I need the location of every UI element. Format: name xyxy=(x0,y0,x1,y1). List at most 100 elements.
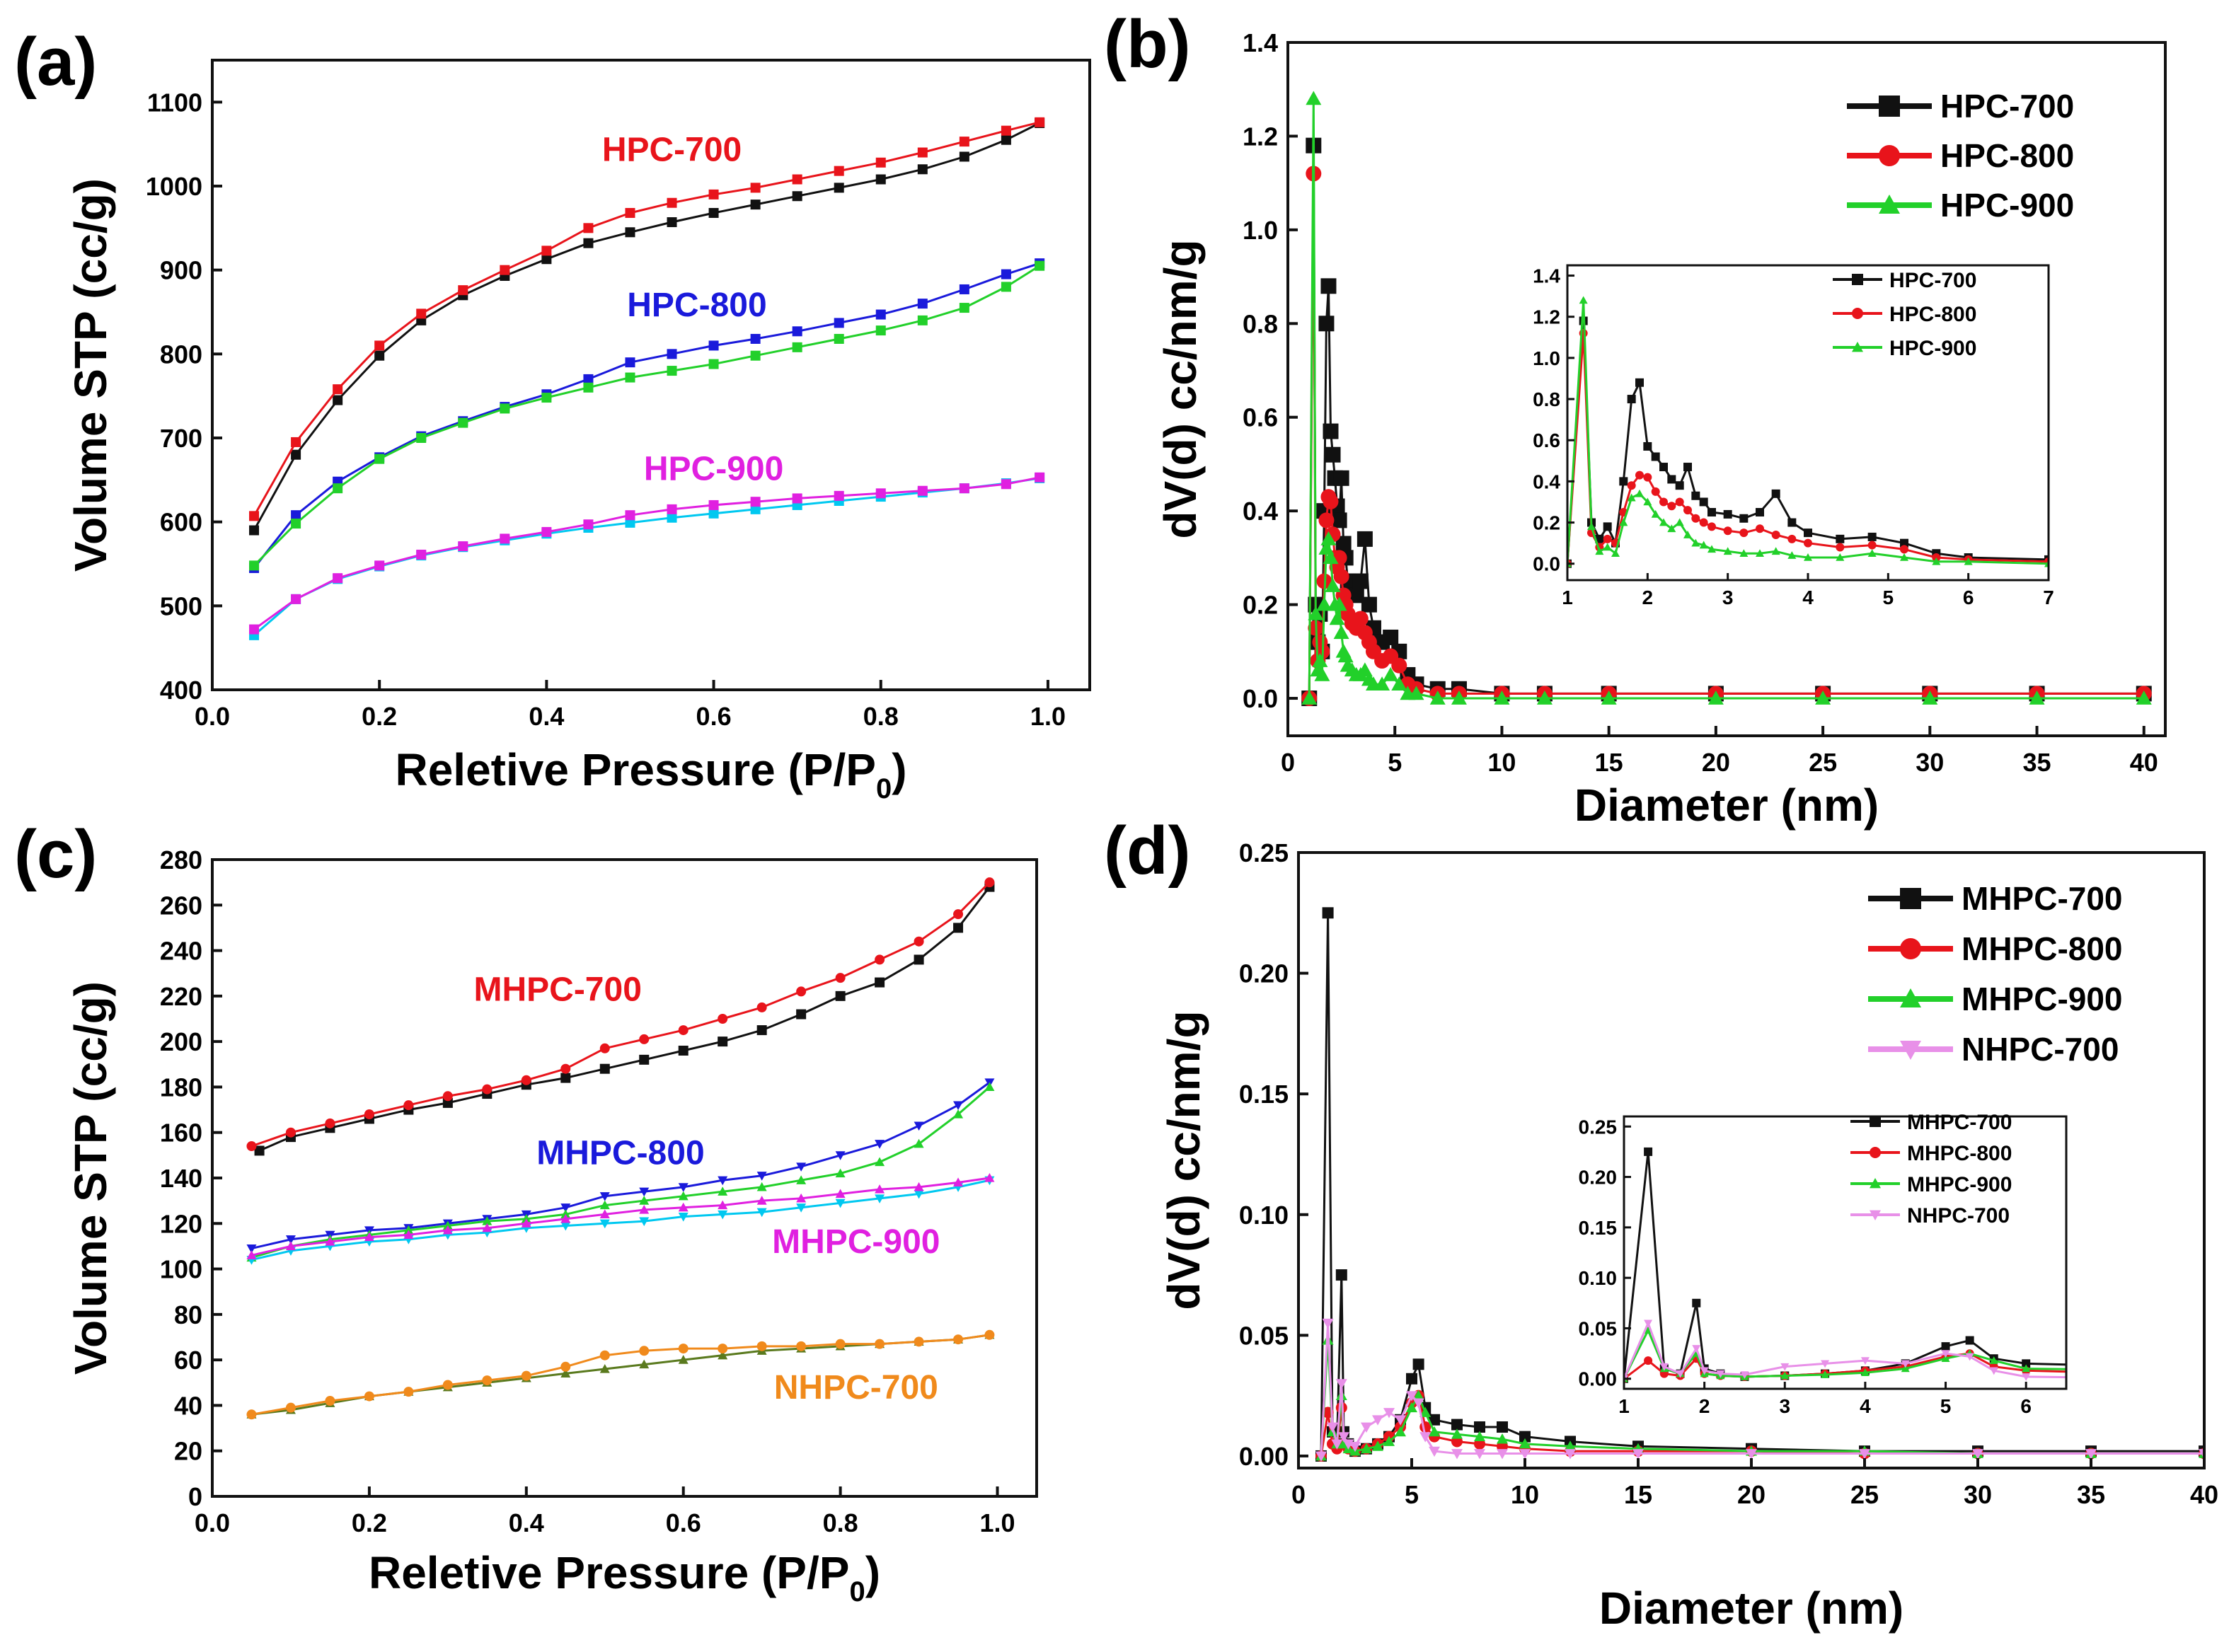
panel-2-point-5-15 xyxy=(835,1189,846,1198)
panel-1-point-0-13 xyxy=(1331,512,1347,528)
panel-0-xtick-label-4: 0.8 xyxy=(863,702,899,731)
panel-2-point-0-5 xyxy=(442,1097,453,1108)
panel-2-point-5-9 xyxy=(599,1209,610,1219)
panel-1-point-1-26 xyxy=(1391,657,1407,674)
panel-2-point-2-17 xyxy=(914,1121,924,1131)
panel-0-point-1-4 xyxy=(416,308,427,319)
panel-3-inset-point-3-6 xyxy=(1716,1370,1725,1378)
panel-2-point-1-11 xyxy=(678,1025,689,1036)
panel-1-legend-label-1: HPC-800 xyxy=(1940,137,2074,174)
panel-0-point-2-10 xyxy=(667,349,677,359)
panel-3-point-2-12 xyxy=(1406,1402,1417,1413)
panel-3-inset-frame xyxy=(1623,1115,2068,1390)
panel-3-point-3-20 xyxy=(1565,1449,1576,1460)
panel-3-xtick-label-7: 35 xyxy=(2077,1480,2105,1509)
panel-3-legend-marker-1 xyxy=(1900,938,1921,959)
panel-1-inset-ytick-label-4: 0.8 xyxy=(1533,388,1560,410)
panel-1-point-0-19 xyxy=(1348,587,1364,603)
panel-0-point-3-14 xyxy=(834,333,844,344)
panel-1-inset-point-2-28 xyxy=(1964,557,1973,565)
panel-1-inset-point-0-10 xyxy=(1651,452,1660,461)
panel-3-inset-point-2-12 xyxy=(1941,1354,1950,1363)
panel-0-point-2-15 xyxy=(875,309,886,320)
panel-2-ytick-label-11: 220 xyxy=(160,982,202,1011)
panel-0-point-1-1 xyxy=(291,437,301,447)
panel-0-point-5-4 xyxy=(416,549,427,560)
panel-2-point-7-4 xyxy=(403,1387,414,1397)
panel-1-inset-point-0-3 xyxy=(1595,534,1604,543)
panel-3-inset-point-3-9 xyxy=(1821,1360,1830,1368)
panel-1-xtick-label-0: 0 xyxy=(1281,748,1295,777)
panel-2-ytick-label-14: 280 xyxy=(160,845,202,874)
panel-3-point-3-18 xyxy=(1497,1449,1508,1460)
panel-0-point-3-1 xyxy=(291,519,301,529)
panel-2-point-1-4 xyxy=(403,1100,414,1111)
panel-1-inset-xtick-label-2: 3 xyxy=(1722,587,1734,608)
panel-2-point-1-9 xyxy=(599,1043,610,1053)
panel-1-inset-point-0-21 xyxy=(1771,489,1780,498)
panel-3-point-3-4 xyxy=(1335,1379,1347,1390)
panel-1-point-2-0 xyxy=(1301,691,1318,705)
panel-1-inset-point-2-15 xyxy=(1691,538,1700,547)
panel-3-legend-label-2: MHPC-900 xyxy=(1962,981,2123,1017)
panel-0-ylabel: Volume STP (cc/g) xyxy=(65,178,116,572)
panel-0-point-3-17 xyxy=(959,303,969,313)
panel-1-inset-point-2-14 xyxy=(1683,531,1692,538)
panel-3-inset-legend-marker-3 xyxy=(1870,1210,1881,1220)
panel-3-point-0-12 xyxy=(1406,1373,1417,1385)
panel-3-inset-point-2-9 xyxy=(1821,1370,1830,1378)
panel-0-point-5-1 xyxy=(291,594,301,604)
panel-3-inset-point-2-14 xyxy=(1989,1356,1998,1364)
panel-2-point-6-9 xyxy=(599,1364,610,1373)
panel-2-xlabel: Reletive Pressure (P/P0) xyxy=(369,1547,880,1607)
panel-0-point-3-7 xyxy=(541,393,552,403)
panel-1-point-2-26 xyxy=(1391,676,1407,691)
panel-1-inset-point-1-24 xyxy=(1836,543,1845,552)
panel-0-point-1-8 xyxy=(583,223,594,233)
panel-0-point-5-11 xyxy=(708,499,719,510)
panel-1-inset-point-1-14 xyxy=(1683,506,1692,515)
panel-0-point-3-15 xyxy=(875,325,886,336)
panel-3-inset-point-2-16 xyxy=(2102,1365,2111,1373)
panel-1-xtick-label-3: 15 xyxy=(1595,748,1623,777)
panel-3-inset-point-0-16 xyxy=(2102,1361,2111,1370)
panel-1-inset-point-1-20 xyxy=(1756,524,1764,533)
panel-0-ytick-label-2: 600 xyxy=(160,508,202,537)
panel-1-inset-point-2-7 xyxy=(1627,493,1636,502)
panel-3-inset-point-3-4 xyxy=(1692,1345,1701,1353)
panel-1-inset-point-2-19 xyxy=(1739,549,1749,557)
panel-3-inset-point-3-13 xyxy=(1965,1353,1974,1361)
panel-2-point-7-16 xyxy=(875,1339,885,1349)
panel-1-xtick-label-4: 20 xyxy=(1702,748,1730,777)
panel-0-annotation-1: HPC-800 xyxy=(627,287,766,324)
panel-1-point-2-13 xyxy=(1331,596,1347,611)
panel-2-point-5-11 xyxy=(678,1202,689,1212)
panel-0-point-1-9 xyxy=(625,207,635,218)
panel-0-point-2-16 xyxy=(917,299,928,309)
panel-2-point-1-12 xyxy=(718,1014,728,1024)
panel-1-inset-series-2 xyxy=(1567,296,2049,567)
panel-1-inset-point-2-23 xyxy=(1804,553,1812,561)
panel-0-point-5-15 xyxy=(875,488,886,499)
panel-1-inset-point-2-3 xyxy=(1595,547,1604,555)
panel-0-point-0-17 xyxy=(959,151,969,162)
panel-1-point-2-2 xyxy=(1308,606,1324,620)
panel-2-series-line-4 xyxy=(251,1179,990,1261)
panel-3-legend-label-3: NHPC-700 xyxy=(1962,1031,2119,1068)
panel-0-series-line-4 xyxy=(253,477,1040,637)
panel-3-point-3-11 xyxy=(1395,1415,1406,1426)
panel-3-inset-point-1-1 xyxy=(1644,1356,1653,1365)
panel-0-point-3-0 xyxy=(249,560,260,571)
panel-1-inset-point-1-21 xyxy=(1771,531,1780,540)
panel-0-point-2-18 xyxy=(1001,269,1011,279)
panel-2-point-3-10 xyxy=(639,1196,650,1205)
panel-0-ytick-label-5: 900 xyxy=(160,256,202,285)
panel-1-inset-point-2-1 xyxy=(1579,296,1588,304)
panel-1-inset-point-1-7 xyxy=(1627,481,1636,490)
panel-2-point-6-12 xyxy=(718,1350,728,1360)
panel-1-ytick-label-6: 1.2 xyxy=(1243,122,1278,151)
panel-1-inset-point-2-27 xyxy=(1932,557,1941,565)
panel-3-inset-point-0-1 xyxy=(1644,1147,1653,1156)
panel-2-point-4-12 xyxy=(718,1210,728,1220)
panel-1-inset-point-2-2 xyxy=(1587,522,1596,531)
